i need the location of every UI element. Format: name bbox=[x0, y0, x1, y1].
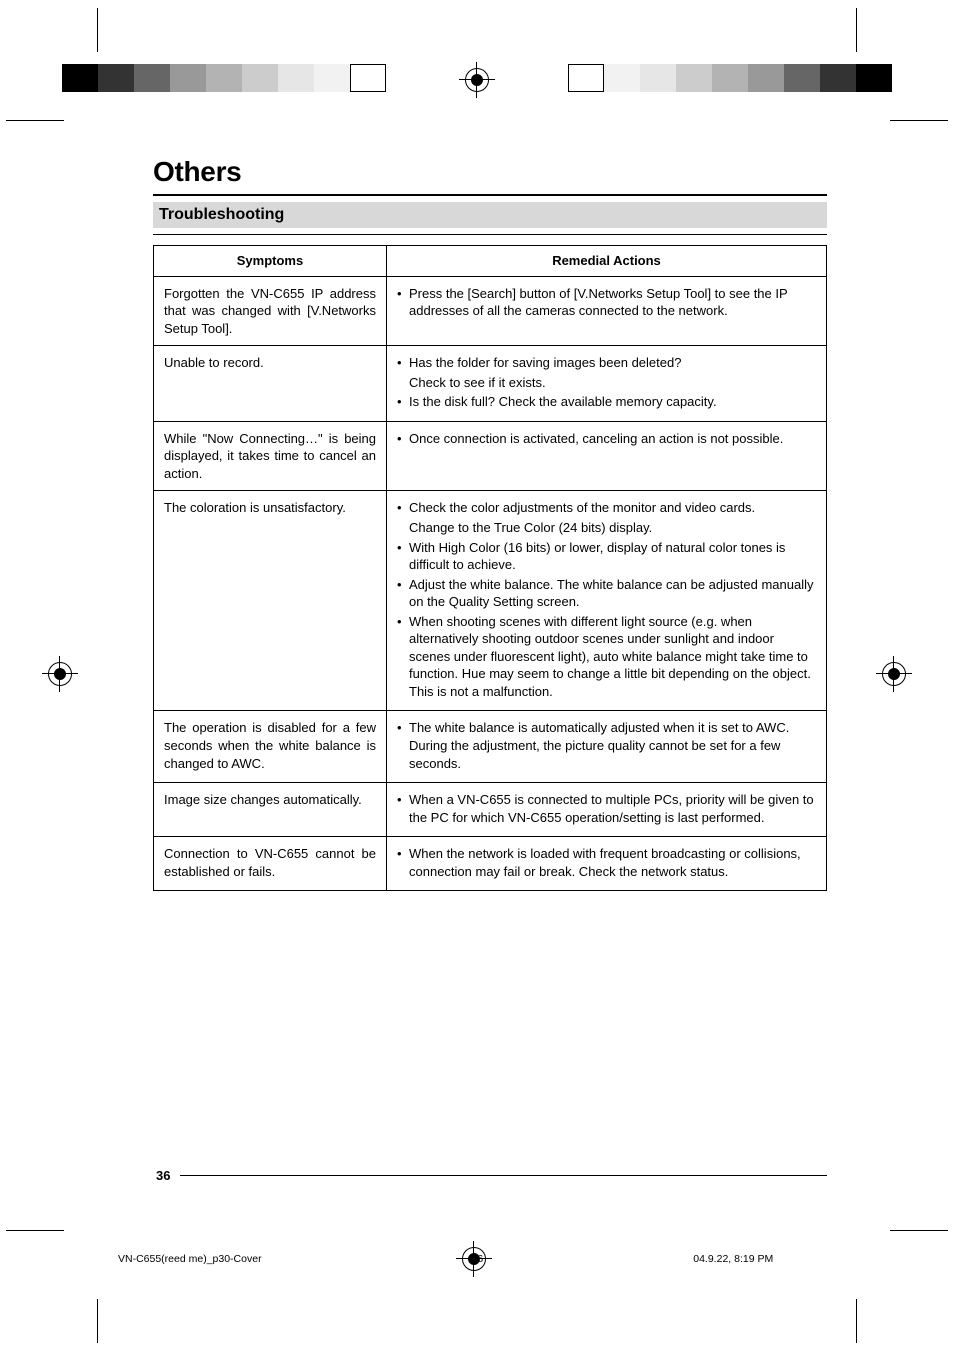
remedial-item: Adjust the white balance. The white bala… bbox=[397, 576, 816, 611]
page-number: 36 bbox=[156, 1168, 170, 1183]
wedge-step bbox=[242, 64, 278, 92]
wedge-step bbox=[640, 64, 676, 92]
wedge-step bbox=[350, 64, 386, 92]
registration-mark-left bbox=[46, 660, 74, 688]
remedial-list: The white balance is automatically adjus… bbox=[397, 719, 816, 772]
crop-mark bbox=[6, 1230, 64, 1231]
wedge-step bbox=[784, 64, 820, 92]
remedial-cell: Has the folder for saving images been de… bbox=[387, 346, 827, 422]
remedial-item: Is the disk full? Check the available me… bbox=[397, 393, 816, 411]
remedial-subline: Change to the True Color (24 bits) displ… bbox=[397, 519, 816, 537]
remedial-cell: Press the [Search] button of [V.Networks… bbox=[387, 276, 827, 346]
wedge-step bbox=[278, 64, 314, 92]
symptom-cell: The coloration is unsatisfactory. bbox=[154, 491, 387, 711]
symptom-cell: While "Now Connecting…" is being display… bbox=[154, 421, 387, 491]
wedge-step bbox=[314, 64, 350, 92]
wedge-step bbox=[856, 64, 892, 92]
remedial-list: Press the [Search] button of [V.Networks… bbox=[397, 285, 816, 320]
remedial-item: Has the folder for saving images been de… bbox=[397, 354, 816, 372]
wedge-step bbox=[98, 64, 134, 92]
registration-mark-top bbox=[463, 66, 491, 94]
remedial-item: The white balance is automatically adjus… bbox=[397, 719, 816, 772]
remedial-item: When the network is loaded with frequent… bbox=[397, 845, 816, 880]
crop-mark bbox=[97, 8, 98, 52]
crop-mark bbox=[97, 1299, 98, 1343]
crop-mark bbox=[890, 120, 948, 121]
remedial-list: Check the color adjustments of the monit… bbox=[397, 499, 816, 700]
wedge-step bbox=[712, 64, 748, 92]
symptom-cell: Connection to VN-C655 cannot be establis… bbox=[154, 837, 387, 891]
wedge-step bbox=[748, 64, 784, 92]
table-row: While "Now Connecting…" is being display… bbox=[154, 421, 827, 491]
symptom-cell: Unable to record. bbox=[154, 346, 387, 422]
crop-mark bbox=[856, 1299, 857, 1343]
remedial-item: When shooting scenes with different ligh… bbox=[397, 613, 816, 701]
wedge-step bbox=[134, 64, 170, 92]
wedge-step bbox=[604, 64, 640, 92]
remedial-item: Check the color adjustments of the monit… bbox=[397, 499, 816, 517]
remedial-cell: When a VN-C655 is connected to multiple … bbox=[387, 783, 827, 837]
greyscale-wedge-left bbox=[62, 64, 386, 92]
wedge-step bbox=[676, 64, 712, 92]
greyscale-wedge-right bbox=[568, 64, 892, 92]
remedial-item: Press the [Search] button of [V.Networks… bbox=[397, 285, 816, 320]
remedial-item: With High Color (16 bits) or lower, disp… bbox=[397, 539, 816, 574]
remedial-item: When a VN-C655 is connected to multiple … bbox=[397, 791, 816, 826]
registration-mark-right bbox=[880, 660, 908, 688]
page-number-rule bbox=[180, 1175, 827, 1176]
col-head-symptoms: Symptoms bbox=[154, 246, 387, 277]
remedial-cell: The white balance is automatically adjus… bbox=[387, 711, 827, 783]
stamp-datetime: 04.9.22, 8:19 PM bbox=[693, 1253, 773, 1265]
subheading-bar: Troubleshooting bbox=[153, 202, 827, 228]
remedial-list: When the network is loaded with frequent… bbox=[397, 845, 816, 880]
remedial-cell: Check the color adjustments of the monit… bbox=[387, 491, 827, 711]
crop-mark bbox=[856, 8, 857, 52]
remedial-subline: Check to see if it exists. bbox=[397, 374, 816, 392]
page-heading: Others bbox=[153, 156, 827, 188]
remedial-list: When a VN-C655 is connected to multiple … bbox=[397, 791, 816, 826]
wedge-step bbox=[820, 64, 856, 92]
remedial-list: Once connection is activated, canceling … bbox=[397, 430, 816, 448]
wedge-step bbox=[170, 64, 206, 92]
table-row: Image size changes automatically. When a … bbox=[154, 783, 827, 837]
subheading-rule bbox=[153, 234, 827, 235]
remedial-cell: When the network is loaded with frequent… bbox=[387, 837, 827, 891]
symptom-cell: The operation is disabled for a few seco… bbox=[154, 711, 387, 783]
remedial-item: Once connection is activated, canceling … bbox=[397, 430, 816, 448]
table-row: Unable to record. Has the folder for savi… bbox=[154, 346, 827, 422]
wedge-step bbox=[62, 64, 98, 92]
wedge-step bbox=[206, 64, 242, 92]
crop-mark bbox=[890, 1230, 948, 1231]
table-row: Forgotten the VN-C655 IP address that wa… bbox=[154, 276, 827, 346]
content-area: Others Troubleshooting Symptoms Remedial… bbox=[153, 156, 827, 891]
remedial-list: Has the folder for saving images been de… bbox=[397, 354, 816, 411]
table-row: The operation is disabled for a few seco… bbox=[154, 711, 827, 783]
table-row: Connection to VN-C655 cannot be establis… bbox=[154, 837, 827, 891]
troubleshooting-table: Symptoms Remedial Actions Forgotten the … bbox=[153, 245, 827, 891]
subheading: Troubleshooting bbox=[159, 206, 284, 223]
wedge-step bbox=[568, 64, 604, 92]
crop-mark bbox=[6, 120, 64, 121]
stamp-file: VN-C655(reed me)_p30-Cover bbox=[118, 1253, 262, 1265]
col-head-remedial: Remedial Actions bbox=[387, 246, 827, 277]
table-row: The coloration is unsatisfactory. Check t… bbox=[154, 491, 827, 711]
symptom-cell: Forgotten the VN-C655 IP address that wa… bbox=[154, 276, 387, 346]
symptom-cell: Image size changes automatically. bbox=[154, 783, 387, 837]
registration-mark-bottom bbox=[460, 1245, 488, 1273]
remedial-cell: Once connection is activated, canceling … bbox=[387, 421, 827, 491]
heading-rule bbox=[153, 194, 827, 196]
table-body: Forgotten the VN-C655 IP address that wa… bbox=[154, 276, 827, 891]
